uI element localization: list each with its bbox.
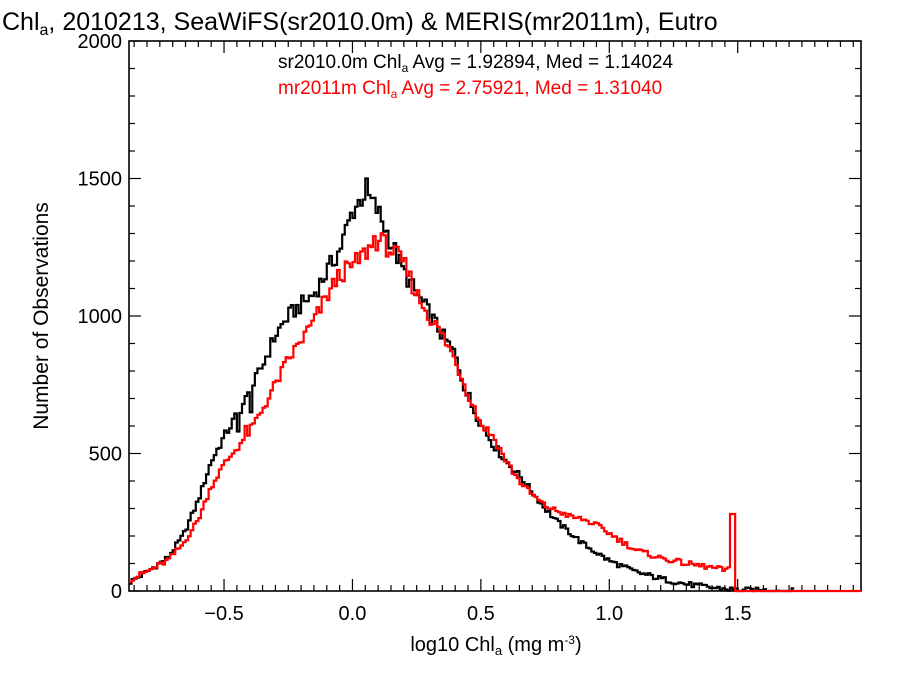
x-tick-label: 0.0: [339, 603, 367, 625]
y-tick-label: 1000: [78, 306, 123, 328]
y-tick-label: 500: [89, 444, 122, 466]
y-axis-ticks: 0 500 1000 1500 2000: [78, 31, 861, 603]
x-tick-label: 1.0: [595, 603, 623, 625]
series-layer: [129, 177, 861, 593]
legend-entry-mr2011: mr2011m Chla Avg = 2.75921, Med = 1.3104…: [278, 78, 662, 101]
x-axis-title: log10 Chla (mg m-3): [410, 633, 581, 658]
x-tick-label: −0.5: [204, 603, 243, 625]
y-tick-label: 0: [111, 581, 122, 603]
x-tick-label: 0.5: [467, 603, 495, 625]
plot-frame: [128, 40, 862, 592]
series-line-mr2011m: [129, 232, 861, 593]
x-axis-ticks: −0.5 0.0 0.5 1.0 1.5: [133, 41, 854, 625]
legend-entry-sr2010: sr2010.0m Chla Avg = 1.92894, Med = 1.14…: [278, 52, 673, 75]
x-tick-label: 1.5: [724, 603, 752, 625]
y-tick-label: 2000: [78, 31, 123, 53]
y-tick-label: 1500: [78, 169, 123, 191]
y-axis-title: Number of Observations: [30, 202, 53, 430]
chart-title: Chla, 2010213, SeaWiFS(sr2010.0m) & MERI…: [2, 8, 718, 39]
series-line-sr2010.0m: [129, 177, 795, 593]
